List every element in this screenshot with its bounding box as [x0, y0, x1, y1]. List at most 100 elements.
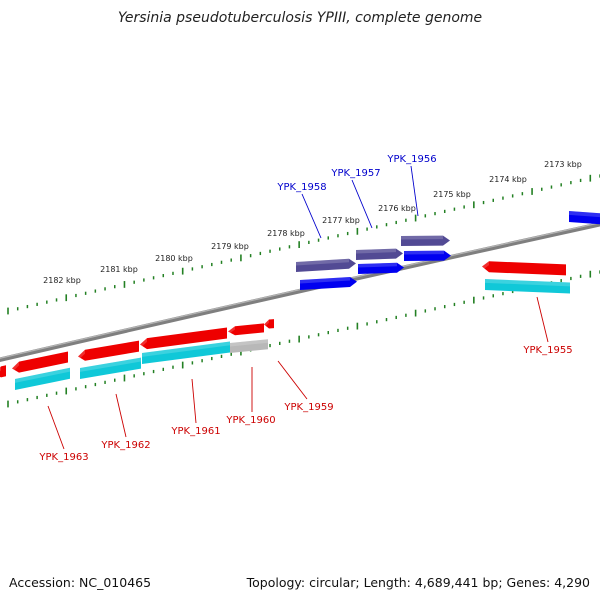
- gene-YPK_1958[interactable]: [296, 258, 356, 272]
- gene-label-YPK_1961[interactable]: YPK_1961: [170, 378, 221, 437]
- cds-YPK_1962-highlight: [80, 357, 141, 372]
- gene-label-YPK_1962[interactable]: YPK_1962: [100, 393, 151, 451]
- gene-label-YPK_1958[interactable]: YPK_1958: [276, 182, 327, 239]
- gene-YPK_1955-body[interactable]: [482, 261, 566, 276]
- cds-YPK_1961-body[interactable]: [142, 341, 230, 364]
- gene-YPK_1962-highlight: [78, 349, 85, 361]
- pseudo-YPK_1960-body[interactable]: [230, 339, 268, 353]
- leader-line: [410, 165, 419, 217]
- leader-line: [351, 179, 373, 229]
- cds-YPK_1956-highlight: [404, 250, 444, 255]
- cds-edge-right-highlight: [569, 211, 600, 218]
- gene-YPK_1959-body[interactable]: [264, 319, 274, 329]
- cds-YPK_1955-highlight: [485, 279, 570, 287]
- outer-tick-track: [7, 174, 600, 315]
- gene-YPK_1956-body[interactable]: [401, 235, 450, 246]
- gene-YPK_1961-highlight: [140, 338, 147, 349]
- pseudo-YPK_1960[interactable]: [230, 339, 268, 353]
- scale-label: 2178 kbp: [267, 229, 305, 238]
- gene-edge-left[interactable]: [0, 365, 6, 378]
- cds-YPK_1962[interactable]: [80, 357, 141, 379]
- cds-YPK_1963[interactable]: [15, 367, 70, 390]
- cds-YPK_1963-body[interactable]: [15, 367, 70, 390]
- gene-label-text[interactable]: YPK_1963: [38, 452, 88, 463]
- scale-label: 2175 kbp: [433, 190, 471, 199]
- gene-YPK_1961[interactable]: [140, 327, 227, 350]
- gene-label-text[interactable]: YPK_1955: [522, 345, 572, 356]
- gene-YPK_1957[interactable]: [356, 248, 403, 260]
- gene-label-text[interactable]: YPK_1961: [170, 426, 220, 437]
- scale-label: 2176 kbp: [378, 204, 416, 213]
- cds-YPK_1955-body[interactable]: [485, 279, 570, 294]
- gene-YPK_1958-highlight: [296, 258, 349, 266]
- gene-label-YPK_1957[interactable]: YPK_1957: [330, 168, 381, 229]
- gene-YPK_1957-highlight: [356, 248, 396, 254]
- cds-YPK_1956-body[interactable]: [404, 250, 451, 261]
- gene-YPK_1960-highlight: [228, 326, 235, 335]
- cds-YPK_1957-body[interactable]: [358, 262, 404, 274]
- leader-line: [191, 378, 197, 424]
- cds-YPK_1958-body[interactable]: [300, 277, 357, 290]
- scale-label: 2180 kbp: [155, 254, 193, 263]
- gene-YPK_1955[interactable]: [482, 261, 566, 276]
- scale-label: 2179 kbp: [211, 242, 249, 251]
- gene-YPK_1956-highlight: [401, 235, 443, 240]
- scale-labels: 2182 kbp 2181 kbp 2180 kbp 2179 kbp 2178 kbp…: [43, 160, 582, 285]
- cds-edge-right-body[interactable]: [569, 211, 600, 225]
- gene-YPK_1962[interactable]: [78, 340, 139, 361]
- cds-YPK_1963-highlight: [15, 367, 70, 383]
- gene-YPK_1963-highlight: [12, 361, 19, 373]
- cds-YPK_1961-highlight: [142, 341, 230, 357]
- gene-YPK_1957-body[interactable]: [356, 248, 403, 260]
- gene-YPK_1956[interactable]: [401, 235, 450, 246]
- gene-YPK_1959[interactable]: [264, 319, 274, 329]
- scale-label: 2173 kbp: [544, 160, 582, 169]
- gene-label-YPK_1955[interactable]: YPK_1955: [522, 296, 573, 356]
- scale-label: 2174 kbp: [489, 175, 527, 184]
- gene-YPK_1963-body[interactable]: [12, 351, 68, 373]
- gene-label-text[interactable]: YPK_1962: [100, 440, 150, 451]
- gene-label-YPK_1960[interactable]: YPK_1960: [225, 367, 276, 426]
- gene-YPK_1961-body[interactable]: [140, 327, 227, 350]
- gene-label-text[interactable]: YPK_1956: [386, 154, 436, 165]
- genome-title: Yersinia pseudotuberculosis YPIII, compl…: [117, 10, 483, 26]
- gene-YPK_1963[interactable]: [12, 351, 68, 373]
- gene-features[interactable]: [0, 211, 600, 390]
- gene-label-text[interactable]: YPK_1960: [225, 415, 275, 426]
- gene-label-text[interactable]: YPK_1959: [283, 402, 333, 413]
- scale-label: 2177 kbp: [322, 216, 360, 225]
- cds-edge-right[interactable]: [569, 211, 600, 225]
- gene-YPK_1958-body[interactable]: [296, 258, 356, 272]
- cds-YPK_1961[interactable]: [142, 341, 230, 364]
- topology-text: Topology: circular; Length: 4,689,441 bp…: [246, 575, 590, 590]
- gene-edge-left-body[interactable]: [0, 365, 6, 378]
- genome-backbone: [0, 221, 600, 362]
- leader-line: [47, 405, 65, 450]
- gene-label-YPK_1959[interactable]: YPK_1959: [277, 360, 334, 413]
- gene-YPK_1962-body[interactable]: [78, 340, 139, 361]
- cds-YPK_1957-highlight: [358, 262, 397, 268]
- gene-YPK_1960-body[interactable]: [228, 323, 264, 336]
- gene-label-YPK_1963[interactable]: YPK_1963: [38, 405, 89, 463]
- leader-line: [536, 296, 549, 343]
- cds-YPK_1955[interactable]: [485, 279, 570, 294]
- cds-YPK_1962-body[interactable]: [80, 357, 141, 379]
- scale-label: 2182 kbp: [43, 276, 81, 285]
- scale-label: 2181 kbp: [100, 265, 138, 274]
- cds-YPK_1957[interactable]: [358, 262, 404, 274]
- cds-YPK_1958[interactable]: [300, 277, 357, 290]
- leader-line: [115, 393, 127, 438]
- gene-labels: YPK_1958 YPK_1957 YPK_1956 YPK_1955 YPK_1959…: [38, 154, 572, 463]
- gene-edge-left-highlight: [0, 366, 1, 372]
- gene-label-YPK_1956[interactable]: YPK_1956: [386, 154, 437, 217]
- cds-YPK_1958-highlight: [300, 277, 350, 284]
- gene-label-text[interactable]: YPK_1957: [330, 168, 380, 179]
- gene-YPK_1955-highlight: [482, 261, 489, 271]
- gene-YPK_1960[interactable]: [228, 323, 264, 336]
- leader-line: [301, 193, 322, 239]
- pseudo-YPK_1960-highlight: [230, 339, 268, 347]
- gene-label-text[interactable]: YPK_1958: [276, 182, 326, 193]
- cds-YPK_1956[interactable]: [404, 250, 451, 261]
- accession-text: Accession: NC_010465: [9, 575, 152, 590]
